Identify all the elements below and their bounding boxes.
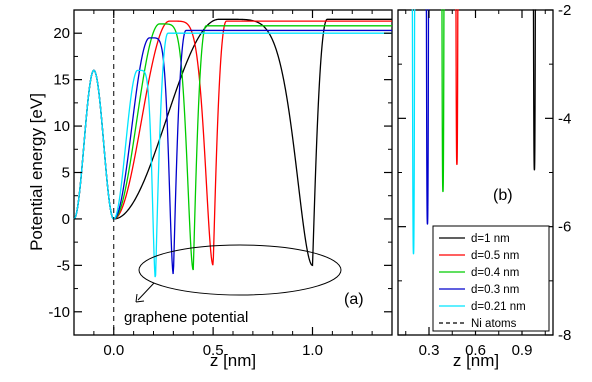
- legend-label: Ni atoms: [471, 318, 517, 330]
- legend-box: [432, 225, 550, 332]
- legend-label: d=0.3 nm: [471, 284, 519, 296]
- panel-b-series-line: [532, 9, 537, 171]
- series-line-d0-4nm: [73, 23, 392, 271]
- series-line-d0-3nm: [73, 29, 392, 275]
- panel-a-ytick-label: -10: [48, 304, 70, 321]
- panel-a-ytick-label: 20: [53, 25, 70, 42]
- panel-a-ytick-label: 0: [62, 211, 70, 228]
- panel-b-series-line: [441, 9, 445, 193]
- panel-a-xtick-label: 1.0: [302, 342, 323, 359]
- panel-b-xtick-label: 0.6: [465, 342, 486, 359]
- series-line-d1nm: [73, 18, 392, 267]
- panel-b-series-line: [411, 9, 416, 255]
- annotation-arrow-line: [137, 282, 155, 301]
- graphene-potential-ellipse: [138, 244, 342, 296]
- legend-label: d=0.4 nm: [471, 267, 519, 279]
- series-line-d0-5nm: [73, 20, 392, 266]
- panel-a-x-axis-title: z [nm]: [210, 351, 256, 370]
- panel-a-curves: [73, 10, 392, 335]
- panel-a-frame: [73, 9, 393, 336]
- panel-a-ytick-label: -5: [57, 257, 70, 274]
- panel-a-xtick-label: 0.0: [103, 342, 124, 359]
- panel-b-ytick-label: -8: [558, 327, 571, 344]
- panel-b-ytick-label: -6: [558, 219, 571, 236]
- panel-b-label: (b): [493, 187, 513, 204]
- panel-b-xtick-label: 0.9: [512, 342, 533, 359]
- annotation-arrow-head: [135, 293, 145, 303]
- panel-a-ticks: 0.0 0.5 1.0 -10 -5 0 5 10 15 20: [48, 9, 392, 359]
- legend-label: d=0.21 nm: [471, 301, 526, 313]
- panel-b-ytick-label: -2: [558, 2, 571, 19]
- panel-a-label: (a): [344, 291, 364, 308]
- panel-a-ytick-label: 10: [53, 118, 70, 135]
- panel-b-ticks: 0.3 0.6 0.9 -8 -6 -4 -2: [398, 2, 571, 359]
- panel-b-series-line: [425, 9, 430, 225]
- legend: d=1 nm d=0.5 nm d=0.4 nm d=0.3 nm d=0.21 nm N…: [439, 233, 526, 330]
- panel-a-ytick-label: 15: [53, 72, 70, 89]
- series-line-d0-21nm: [73, 32, 392, 278]
- graphene-potential-label: graphene potential: [124, 309, 248, 326]
- panel-b-ytick-label: -4: [558, 110, 571, 127]
- panel-b-xtick-label: 0.3: [419, 342, 440, 359]
- legend-label: d=0.5 nm: [471, 250, 519, 262]
- panel-b-curves: [411, 9, 537, 255]
- panel-b-series-line: [455, 9, 459, 166]
- panel-a-y-axis-title: Potential energy [eV]: [27, 93, 46, 251]
- legend-label: d=1 nm: [471, 233, 510, 245]
- panel-a-ytick-label: 5: [62, 165, 70, 182]
- panel-b-x-axis-title: z [nm]: [453, 351, 499, 370]
- panel-a-xtick-label: 0.5: [203, 342, 224, 359]
